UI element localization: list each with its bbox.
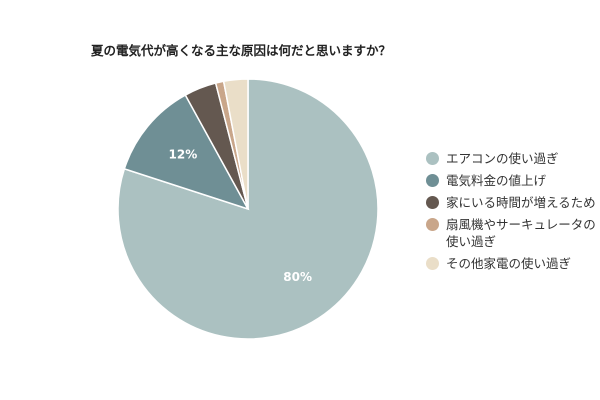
pie-slice-5 [222,78,249,210]
legend-swatch [426,218,439,231]
legend-item: 家にいる時間が増えるため [424,194,600,211]
legend-swatch [426,257,439,270]
legend-item: エアコンの使い過ぎ [424,150,600,167]
legend-label: その他家電の使い過ぎ [446,256,572,271]
chart-title: 夏の電気代が高くなる主な原因は何だと思いますか？ [91,43,392,58]
legend-label: 使い過ぎ [446,234,497,249]
legend-label: 家にいる時間が増えるため [446,195,596,210]
slice-data-label-2: 12% [169,148,198,162]
legend-item: 扇風機やサーキュレータの 使い過ぎ [424,216,600,250]
legend-item: 電気料金の値上げ [424,172,600,189]
legend-label: 扇風機やサーキュレータの [446,217,596,232]
legend-label: エアコンの使い過ぎ [446,151,559,166]
legend: エアコンの使い過ぎ 電気料金の値上げ 家にいる時間が増えるため 扇風機やサーキュレータ… [424,150,600,277]
legend-swatch [426,196,439,209]
slice-data-label-1: 80% [283,270,312,284]
legend-item: その他家電の使い過ぎ [424,255,600,272]
legend-swatch [426,152,439,165]
legend-swatch [426,174,439,187]
legend-label: 電気料金の値上げ [446,173,547,188]
pie-slice-2 [123,94,250,211]
